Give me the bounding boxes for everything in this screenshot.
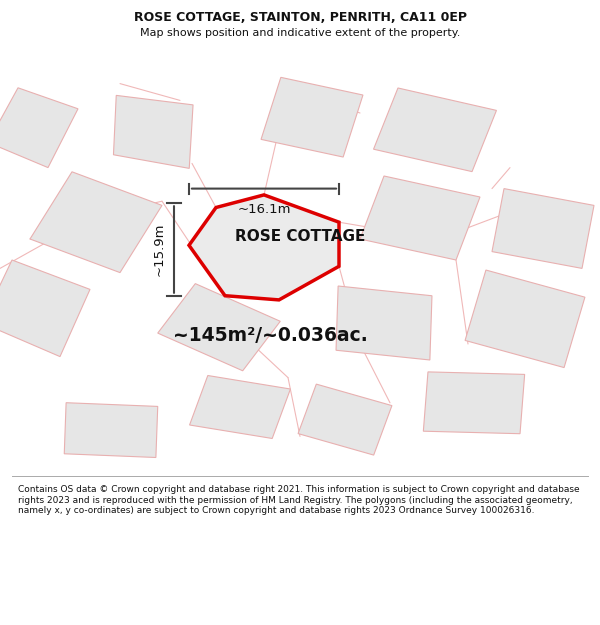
Polygon shape bbox=[492, 189, 594, 268]
Polygon shape bbox=[424, 372, 524, 434]
Polygon shape bbox=[298, 384, 392, 455]
Text: Contains OS data © Crown copyright and database right 2021. This information is : Contains OS data © Crown copyright and d… bbox=[18, 486, 580, 515]
Polygon shape bbox=[158, 284, 280, 371]
Polygon shape bbox=[261, 78, 363, 157]
Polygon shape bbox=[190, 376, 290, 439]
Polygon shape bbox=[113, 96, 193, 168]
Polygon shape bbox=[30, 172, 162, 272]
Polygon shape bbox=[0, 88, 78, 168]
Text: ~145m²/~0.036ac.: ~145m²/~0.036ac. bbox=[173, 326, 367, 345]
Polygon shape bbox=[189, 195, 339, 300]
Text: ROSE COTTAGE: ROSE COTTAGE bbox=[235, 229, 365, 244]
Text: ~15.9m: ~15.9m bbox=[152, 222, 166, 276]
Polygon shape bbox=[0, 260, 90, 357]
Polygon shape bbox=[374, 88, 496, 172]
Text: Map shows position and indicative extent of the property.: Map shows position and indicative extent… bbox=[140, 28, 460, 38]
Polygon shape bbox=[64, 402, 158, 458]
Polygon shape bbox=[360, 176, 480, 260]
Polygon shape bbox=[336, 286, 432, 360]
Text: ROSE COTTAGE, STAINTON, PENRITH, CA11 0EP: ROSE COTTAGE, STAINTON, PENRITH, CA11 0E… bbox=[133, 11, 467, 24]
Polygon shape bbox=[465, 270, 585, 368]
Text: ~16.1m: ~16.1m bbox=[237, 203, 291, 216]
